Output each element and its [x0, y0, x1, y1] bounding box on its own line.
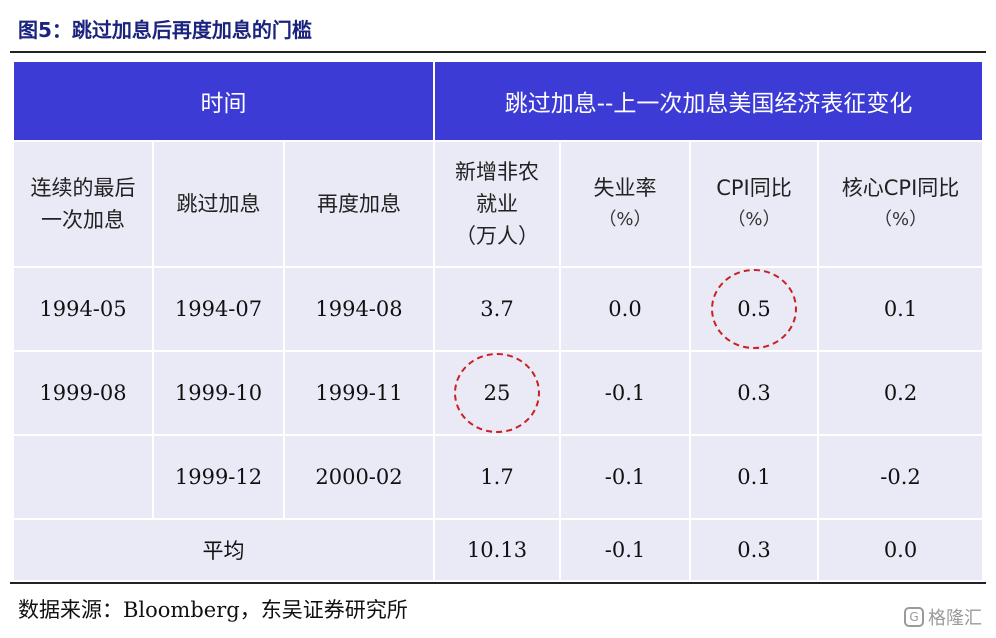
figure-title: 图5：跳过加息后再度加息的门槛	[18, 18, 312, 42]
header-nfp-unit: （万人）	[455, 224, 539, 248]
table-row: 1999-08 1999-10 1999-11 25 -0.1 0.3 0.2	[12, 350, 985, 436]
header-skip: 跳过加息	[152, 140, 285, 268]
header-rehike: 再度加息	[283, 140, 435, 268]
average-core-cpi: 0.0	[816, 518, 985, 582]
header-row-top: 时间 跳过加息--上一次加息美国经济表征变化	[12, 60, 985, 142]
cell-unemployment: 0.0	[559, 266, 691, 352]
cell-last-hike: 1994-05	[12, 266, 154, 352]
header-cpi-unit: （%）	[727, 209, 781, 230]
header-unemployment-unit: （%）	[598, 209, 652, 230]
cell-nfp: 3.7	[433, 266, 561, 352]
cell-core-cpi: 0.1	[816, 266, 985, 352]
highlight-circle: 0.5	[711, 269, 797, 349]
cell-nfp: 1.7	[433, 434, 561, 520]
cell-last-hike: 1999-08	[12, 350, 154, 436]
header-unemployment: 失业率 （%）	[559, 140, 691, 268]
cell-last-hike	[12, 434, 154, 520]
header-change: 跳过加息--上一次加息美国经济表征变化	[432, 60, 985, 142]
source-note: 数据来源：Bloomberg，东吴证券研究所	[18, 598, 408, 622]
header-unemployment-label: 失业率	[593, 176, 657, 200]
top-rule	[10, 51, 986, 53]
table-row: 1999-12 2000-02 1.7 -0.1 0.1 -0.2	[12, 434, 985, 520]
highlight-circle: 25	[454, 353, 540, 433]
cell-cpi: 0.1	[689, 434, 819, 520]
header-nfp-line1: 新增非农	[455, 160, 539, 184]
header-cpi-label: CPI同比	[716, 176, 792, 200]
average-label: 平均	[12, 518, 435, 582]
header-last-hike-line2: 一次加息	[41, 208, 125, 232]
cell-core-cpi: -0.2	[816, 434, 985, 520]
header-cpi: CPI同比 （%）	[689, 140, 819, 268]
header-time: 时间	[12, 60, 435, 142]
cell-cpi: 0.5	[689, 266, 819, 352]
header-core-cpi: 核心CPI同比 （%）	[816, 140, 985, 268]
header-core-cpi-label: 核心CPI同比	[841, 176, 960, 200]
header-last-hike: 连续的最后 一次加息	[12, 140, 154, 268]
average-row: 平均 10.13 -0.1 0.3 0.0	[12, 518, 985, 582]
cell-cpi: 0.3	[689, 350, 819, 436]
cell-skip: 1994-07	[152, 266, 285, 352]
header-nfp: 新增非农 就业 （万人）	[433, 140, 561, 268]
cell-skip: 1999-10	[152, 350, 285, 436]
header-core-cpi-unit: （%）	[873, 209, 928, 230]
cell-unemployment: -0.1	[559, 350, 691, 436]
table-row: 1994-05 1994-07 1994-08 3.7 0.0 0.5 0.1	[12, 266, 985, 352]
header-last-hike-line1: 连续的最后	[30, 176, 136, 200]
cell-skip: 1999-12	[152, 434, 285, 520]
header-row-sub: 连续的最后 一次加息 跳过加息 再度加息 新增非农 就业 （万人） 失业率 （%…	[12, 140, 985, 268]
header-nfp-line2: 就业	[476, 192, 518, 216]
cell-rehike: 1999-11	[283, 350, 435, 436]
watermark-text: 格隆汇	[928, 608, 982, 629]
average-cpi: 0.3	[689, 518, 819, 582]
watermark-logo-icon: G	[904, 607, 924, 627]
watermark: G 格隆汇	[904, 604, 982, 630]
cell-core-cpi: 0.2	[816, 350, 985, 436]
cell-unemployment: -0.1	[559, 434, 691, 520]
cell-nfp: 25	[433, 350, 561, 436]
bottom-rule	[10, 582, 986, 584]
cell-rehike: 1994-08	[283, 266, 435, 352]
average-unemployment: -0.1	[559, 518, 691, 582]
data-table: 时间 跳过加息--上一次加息美国经济表征变化 连续的最后 一次加息 跳过加息 再…	[12, 60, 985, 582]
average-nfp: 10.13	[433, 518, 561, 582]
cell-rehike: 2000-02	[283, 434, 435, 520]
